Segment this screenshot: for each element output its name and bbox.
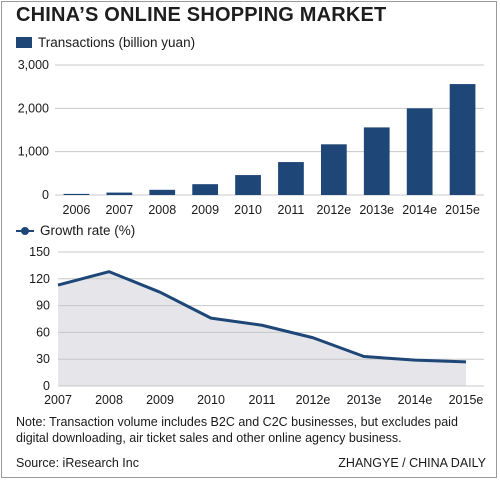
bar-2006 xyxy=(63,193,90,195)
bar-xtick-label: 2007 xyxy=(105,203,133,217)
line-xtick-label: 2015e xyxy=(449,393,484,407)
bar-ytick-label: 0 xyxy=(42,188,49,202)
bar-xtick-label: 2011 xyxy=(278,203,305,217)
bar-2013e xyxy=(363,127,390,195)
bar-xtick-label: 2012e xyxy=(316,203,351,217)
line-ytick-label: 60 xyxy=(36,325,50,339)
chart-title: CHINA’S ONLINE SHOPPING MARKET xyxy=(16,4,387,26)
legend-growth-label: Growth rate (%) xyxy=(40,223,136,238)
line-xtick-label: 2007 xyxy=(44,393,72,407)
bar-xtick-label: 2015e xyxy=(445,203,480,217)
line-ytick-label: 30 xyxy=(36,352,50,366)
bar-xtick-label: 2014e xyxy=(402,203,437,217)
bar-ytick-label: 2,000 xyxy=(18,101,49,115)
bar-2008 xyxy=(149,189,176,195)
author-credit: ZHANGYE / CHINA DAILY xyxy=(338,456,486,470)
legend-line-swatch xyxy=(16,225,34,236)
legend-transactions: Transactions (billion yuan) xyxy=(16,35,195,50)
line-xtick-label: 2014e xyxy=(398,393,433,407)
bar-xtick-label: 2008 xyxy=(148,203,176,217)
growth-line xyxy=(57,270,467,364)
line-xtick-label: 2012e xyxy=(296,393,331,407)
bar-xtick-label: 2010 xyxy=(234,203,262,217)
bar-xtick-label: 2009 xyxy=(191,203,219,217)
bar-2015e xyxy=(449,84,476,195)
legend-growth-rate: Growth rate (%) xyxy=(16,223,135,238)
bar-xtick-label: 2013e xyxy=(359,203,394,217)
line-ytick-label: 0 xyxy=(43,379,50,393)
bar-2007 xyxy=(106,192,133,195)
bar-2010 xyxy=(235,175,261,195)
line-xtick-label: 2013e xyxy=(347,393,382,407)
line-xtick-label: 2010 xyxy=(197,393,225,407)
line-ytick-label: 90 xyxy=(36,299,50,313)
bar-2014e xyxy=(406,108,433,195)
footnote: Note: Transaction volume includes B2C an… xyxy=(16,415,458,445)
bar-ytick-label: 1,000 xyxy=(18,145,49,159)
line-ytick-label: 150 xyxy=(29,245,50,259)
line-ytick-label: 120 xyxy=(29,272,50,286)
bar-2011 xyxy=(278,162,304,195)
legend-transactions-label: Transactions (billion yuan) xyxy=(38,35,196,50)
bar-xtick-label: 2006 xyxy=(63,203,91,217)
legend-bar-swatch xyxy=(16,37,32,48)
bar-ytick-label: 3,000 xyxy=(18,58,49,72)
line-xtick-label: 2009 xyxy=(146,393,174,407)
line-xtick-label: 2011 xyxy=(249,393,276,407)
bar-2012e xyxy=(320,144,347,195)
bar-2009 xyxy=(192,184,219,195)
growth-area-fill xyxy=(58,271,466,386)
source-credit: Source: iResearch Inc xyxy=(16,456,139,470)
line-xtick-label: 2008 xyxy=(95,393,123,407)
